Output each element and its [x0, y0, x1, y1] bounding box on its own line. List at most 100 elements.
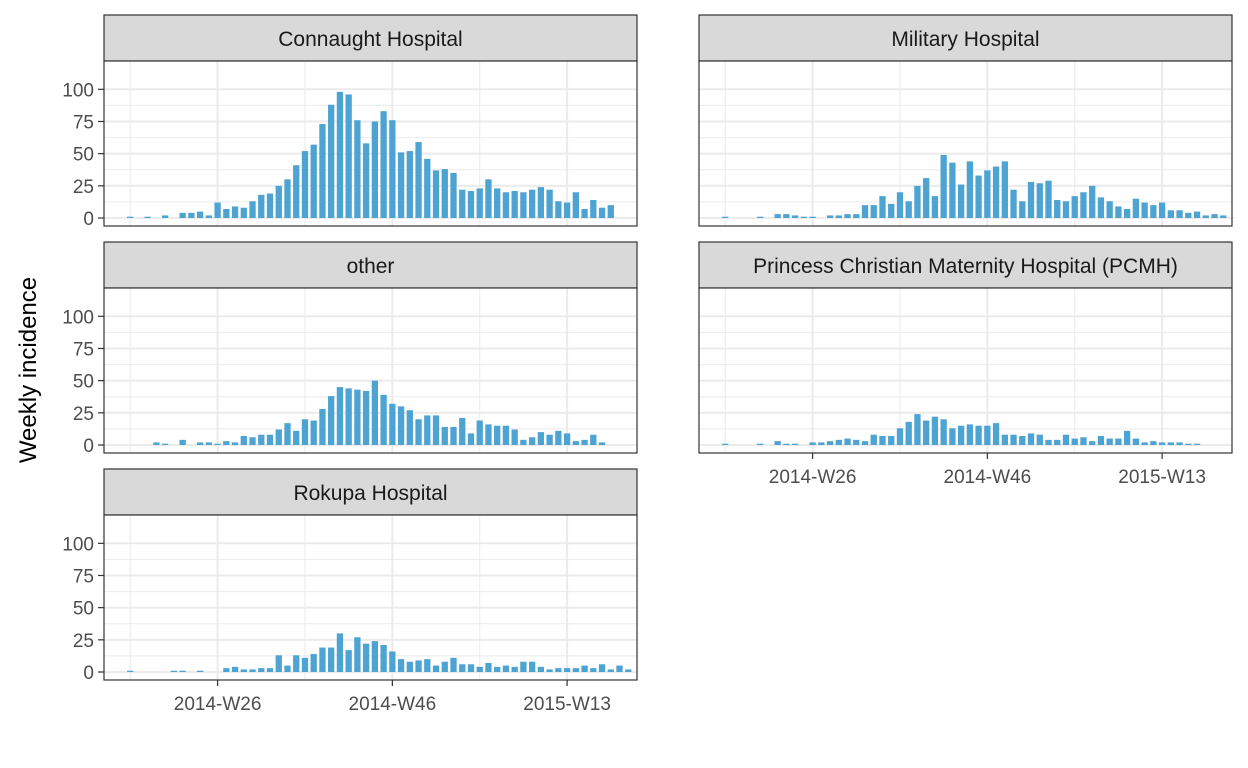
- bar: [888, 435, 895, 445]
- bar: [616, 217, 623, 218]
- y-tick-label: 50: [73, 599, 94, 620]
- bar: [240, 207, 247, 218]
- bar: [135, 217, 143, 218]
- bar: [441, 661, 448, 672]
- panel-title: Rokupa Hospital: [293, 482, 447, 505]
- bar: [1097, 197, 1105, 218]
- bar: [188, 212, 195, 218]
- bar: [1045, 180, 1052, 218]
- bar: [607, 669, 614, 672]
- bar: [162, 215, 169, 218]
- bar: [1019, 435, 1026, 445]
- bar: [511, 429, 518, 445]
- bar: [757, 443, 764, 445]
- panel-title: Connaught Hospital: [278, 28, 462, 51]
- bar: [162, 443, 169, 445]
- bar: [1193, 443, 1201, 445]
- bar: [476, 188, 483, 218]
- x-tick-label: 2014-W46: [349, 694, 437, 715]
- bar: [1027, 181, 1035, 218]
- bar: [966, 161, 974, 218]
- bar: [1062, 201, 1070, 218]
- bar: [529, 189, 536, 218]
- bar: [310, 144, 317, 218]
- bar: [572, 441, 579, 445]
- bar: [459, 664, 466, 672]
- y-tick-label: 100: [62, 534, 94, 555]
- y-tick-label: 25: [73, 404, 94, 425]
- bar: [818, 217, 825, 218]
- bar: [258, 194, 265, 218]
- bar: [345, 388, 352, 445]
- bar: [205, 671, 212, 672]
- y-tick-label: 0: [83, 209, 94, 230]
- bar: [354, 389, 361, 445]
- bar: [415, 660, 422, 672]
- bar: [809, 216, 816, 218]
- bar: [1027, 433, 1035, 445]
- bar: [223, 668, 230, 672]
- bar: [765, 217, 773, 218]
- bar: [730, 217, 738, 218]
- bar: [450, 657, 457, 672]
- bar: [975, 175, 982, 218]
- bar: [966, 424, 974, 445]
- bar: [223, 441, 230, 445]
- bar: [537, 666, 545, 672]
- bar: [231, 666, 239, 672]
- bar: [284, 665, 291, 672]
- bar: [563, 433, 571, 445]
- panel-strip: [698, 14, 1233, 62]
- bar: [870, 434, 877, 445]
- bar: [1158, 202, 1166, 218]
- bar: [844, 438, 851, 445]
- x-tick-label: 2014-W46: [944, 467, 1032, 488]
- bar: [336, 633, 344, 672]
- bar: [511, 666, 518, 672]
- bar: [625, 669, 632, 672]
- bar: [1001, 434, 1008, 445]
- bar: [153, 671, 160, 672]
- bar: [205, 215, 212, 218]
- bar: [984, 425, 991, 445]
- plot-background: [699, 288, 1232, 453]
- bar: [546, 669, 553, 672]
- bar: [153, 217, 160, 218]
- bar: [598, 207, 606, 218]
- bar: [1185, 443, 1192, 445]
- bar: [722, 216, 729, 218]
- bar: [520, 439, 527, 445]
- bar: [485, 424, 492, 445]
- bar: [1202, 215, 1209, 218]
- bar: [896, 192, 904, 218]
- bar: [888, 203, 895, 218]
- y-tick-label: 50: [73, 372, 94, 393]
- bar: [502, 192, 510, 218]
- bar: [441, 426, 448, 445]
- bar: [301, 419, 309, 445]
- bar: [555, 201, 562, 218]
- x-tick-label: 2015-W13: [1118, 467, 1206, 488]
- bar: [853, 439, 860, 445]
- bar: [275, 185, 282, 218]
- bar: [214, 671, 221, 672]
- bar: [739, 444, 746, 445]
- y-tick-label: 75: [73, 112, 94, 133]
- bar: [879, 435, 886, 445]
- bar: [135, 671, 143, 672]
- bar: [800, 216, 807, 218]
- bar: [923, 178, 930, 218]
- bar: [397, 152, 405, 218]
- bar: [127, 216, 134, 218]
- bar: [607, 444, 614, 445]
- bar: [310, 653, 317, 672]
- bar: [598, 664, 606, 672]
- y-tick-label: 75: [73, 339, 94, 360]
- bar: [520, 192, 527, 218]
- bar: [1106, 201, 1113, 218]
- bar: [861, 205, 869, 218]
- y-tick-label: 25: [73, 631, 94, 652]
- bar: [1001, 161, 1008, 218]
- bar: [905, 421, 912, 445]
- bar: [162, 671, 169, 672]
